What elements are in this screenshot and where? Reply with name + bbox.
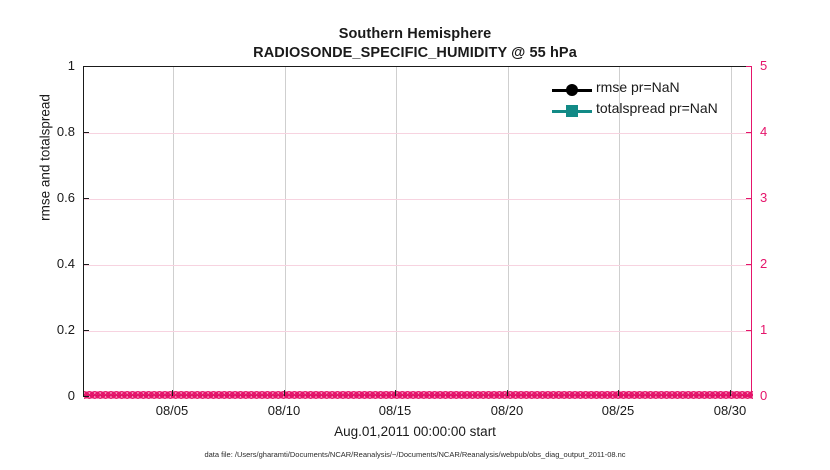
y-axis-tick-label-right: 5 [760, 58, 768, 73]
x-axis-tick-label: 08/05 [155, 403, 189, 418]
gridline-horizontal [84, 133, 751, 134]
y-axis-tick-label-right: 2 [760, 256, 768, 271]
legend-label: totalspread pr=NaN [596, 100, 718, 116]
x-axis-tick-label: 08/25 [601, 403, 635, 418]
y-axis-tick-label-left: 0 [67, 388, 75, 403]
y-axis-tick-right [746, 330, 752, 332]
x-axis-tick [172, 390, 174, 396]
x-axis-tick [730, 390, 732, 396]
y-axis-tick-label-right: 4 [760, 124, 768, 139]
x-axis-tick [284, 390, 286, 396]
gridline-vertical [173, 67, 174, 395]
y-axis-tick-left [83, 396, 89, 398]
gridline-horizontal [84, 331, 751, 332]
chart-legend: rmse pr=NaN totalspread pr=NaN [552, 79, 742, 122]
x-axis-tick [507, 390, 509, 396]
gridline-vertical [731, 67, 732, 395]
y-axis-tick-left [83, 66, 89, 68]
x-axis-tick-label: 08/30 [713, 403, 747, 418]
x-axis-tick-label: 08/15 [378, 403, 412, 418]
y-axis-tick-label-right: 3 [760, 190, 768, 205]
obs-marker-svg [84, 391, 753, 399]
y-axis-tick-label-right: 1 [760, 322, 768, 337]
data-file-caption: data file: /Users/gharamti/Documents/NCA… [204, 450, 626, 459]
gridline-vertical [396, 67, 397, 395]
y-axis-tick-label-left: 0.6 [56, 190, 75, 205]
y-axis-tick-label-left: 1 [67, 58, 75, 73]
y-axis-tick-right [746, 198, 752, 200]
gridline-horizontal [84, 199, 751, 200]
y-axis-tick-right [746, 66, 752, 68]
y-axis-tick-right [746, 264, 752, 266]
chart-title: Southern Hemisphere RADIOSONDE_SPECIFIC_… [0, 25, 830, 63]
legend-item[interactable]: totalspread pr=NaN [552, 100, 742, 122]
chart-title-line-2: RADIOSONDE_SPECIFIC_HUMIDITY @ 55 hPa [253, 45, 577, 61]
x-axis-label: Aug.01,2011 00:00:00 start [334, 424, 496, 439]
y-axis-tick-label-left: 0.4 [56, 256, 75, 271]
gridline-vertical [508, 67, 509, 395]
chart-title-line-1: Southern Hemisphere [338, 26, 492, 42]
y-axis-tick-label-left: 0.8 [56, 124, 75, 139]
y-axis-tick-left [83, 132, 89, 134]
legend-square-marker-icon [566, 105, 578, 117]
x-axis-tick-label: 08/10 [267, 403, 301, 418]
y-axis-tick-label-left: 0.2 [56, 322, 75, 337]
y-axis-tick-right [746, 396, 752, 398]
y-axis-tick-left [83, 264, 89, 266]
y-axis-tick-left [83, 198, 89, 200]
x-axis-tick [395, 390, 397, 396]
obs-count-markers [84, 386, 753, 402]
gridline-vertical [619, 67, 620, 395]
legend-circle-marker-icon [566, 84, 578, 96]
y-axis-tick-left [83, 330, 89, 332]
x-axis-tick-label: 08/20 [490, 403, 524, 418]
gridline-vertical [285, 67, 286, 395]
legend-label: rmse pr=NaN [596, 79, 680, 95]
x-axis-tick [618, 390, 620, 396]
gridline-horizontal [84, 265, 751, 266]
y-axis-tick-label-right: 0 [760, 388, 768, 403]
legend-item[interactable]: rmse pr=NaN [552, 79, 742, 101]
y-axis-tick-right [746, 132, 752, 134]
